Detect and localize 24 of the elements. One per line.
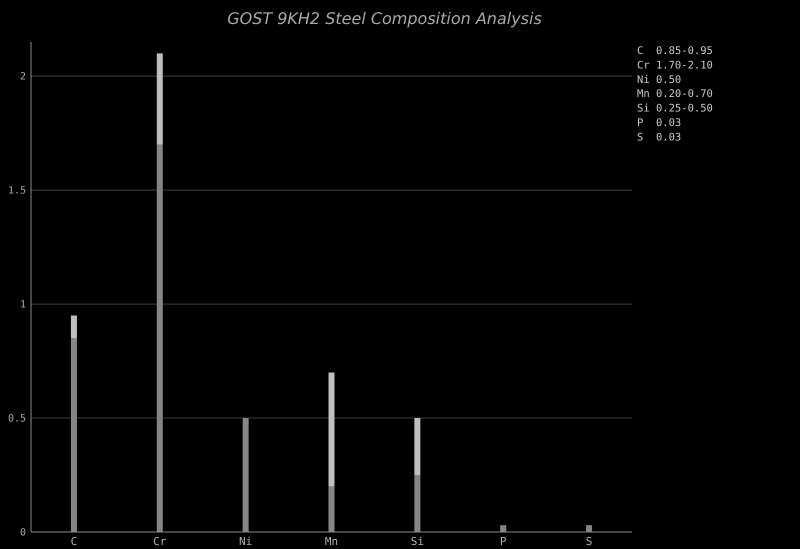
text: Mn 0.20-0.70 [637,88,713,100]
text: S 0.03 [637,131,682,144]
text: Cr 1.70-2.10 [637,59,713,72]
chart-title: GOST 9KH2 Steel Composition Analysis [227,9,542,28]
y-tick-label: 0.5 [8,414,26,425]
x-tick-label: S [586,535,592,548]
x-tick-label: C [70,535,78,548]
text: Ni 0.50 [637,74,682,86]
y-tick-label: 0 [20,528,26,538]
y-tick-label: 1.5 [8,186,26,197]
text: C 0.85-0.95 [637,45,713,57]
x-tick-label: Si [410,535,424,548]
x-tick-label: Ni [239,535,252,548]
bar [414,418,420,476]
text: P 0.03 [637,117,682,129]
x-tick-label: Mn [324,535,338,548]
y-tick-label: 1 [20,300,26,311]
bar [70,315,77,338]
y-tick-label: 2 [20,72,26,83]
text: Si 0.25-0.50 [637,102,713,115]
bar [328,372,334,486]
bar [156,53,163,145]
x-tick-label: Cr [153,535,167,548]
x-tick-label: P [500,535,507,548]
